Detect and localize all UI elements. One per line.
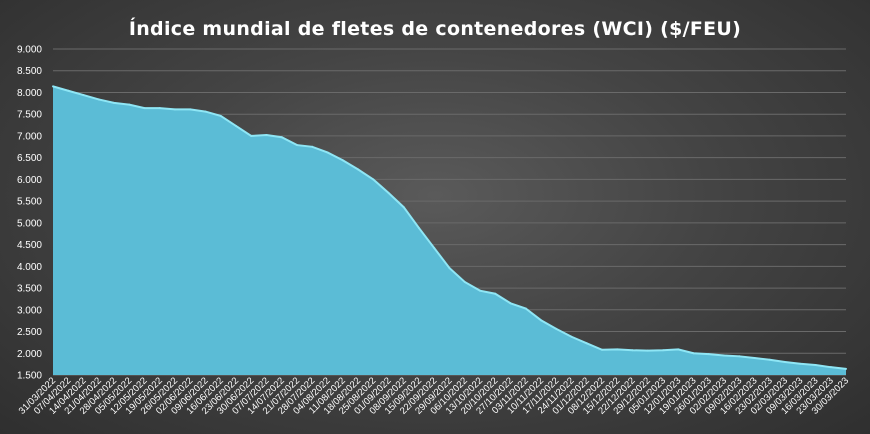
- y-tick-label: 3.500: [17, 284, 42, 295]
- data-point: [387, 191, 390, 194]
- data-point: [540, 319, 542, 322]
- data-point: [448, 267, 451, 270]
- y-tick-label: 6.000: [17, 175, 42, 186]
- data-point: [829, 366, 832, 369]
- data-point: [189, 108, 192, 111]
- y-tick-label: 4.000: [17, 262, 42, 273]
- y-tick-label: 2.000: [17, 349, 42, 360]
- data-point: [509, 302, 512, 305]
- area-layer: [52, 85, 847, 375]
- y-tick-label: 7.000: [17, 131, 42, 142]
- data-point: [616, 348, 619, 351]
- data-point: [296, 144, 298, 147]
- data-point: [418, 227, 420, 230]
- y-tick-label: 6.500: [17, 153, 42, 164]
- data-point: [677, 348, 680, 351]
- data-point: [204, 110, 207, 113]
- chart-title: Índice mundial de fletes de contenedores…: [128, 18, 742, 40]
- data-point: [662, 349, 664, 352]
- data-point: [494, 292, 497, 295]
- data-point: [250, 134, 253, 137]
- data-point: [585, 342, 588, 345]
- y-tick-label: 9.000: [17, 45, 42, 56]
- data-point: [646, 349, 649, 352]
- y-axis-ticks: 1.500 2.000 2.500 3.000 3.500 4.000 4.500 5.000…: [17, 45, 42, 382]
- data-point: [570, 335, 573, 338]
- y-tick-label: 1.500: [17, 371, 42, 382]
- data-point: [784, 360, 786, 363]
- data-point: [845, 367, 847, 370]
- y-tick-label: 2.500: [17, 327, 42, 338]
- data-point: [52, 85, 54, 88]
- y-tick-label: 7.500: [17, 110, 42, 121]
- data-point: [311, 145, 314, 148]
- data-point: [601, 348, 603, 351]
- data-point: [402, 206, 405, 209]
- data-point: [372, 178, 375, 181]
- y-tick-label: 5.000: [17, 218, 42, 229]
- data-point: [723, 354, 725, 357]
- data-point: [82, 94, 85, 97]
- y-tick-label: 3.000: [17, 305, 42, 316]
- y-tick-label: 8.500: [17, 66, 42, 77]
- data-point: [799, 362, 802, 365]
- data-point: [113, 101, 115, 104]
- data-point: [280, 136, 283, 139]
- data-point: [631, 349, 634, 352]
- data-point: [357, 168, 359, 171]
- y-tick-label: 4.500: [17, 240, 42, 251]
- data-point: [219, 114, 222, 117]
- data-point: [128, 103, 131, 106]
- data-point: [555, 327, 558, 330]
- data-point: [326, 151, 329, 154]
- data-point: [143, 107, 146, 110]
- data-point: [524, 307, 527, 310]
- x-axis-ticks: 31/03/202207/04/202214/04/202221/04/2022…: [17, 375, 851, 416]
- data-point: [768, 358, 771, 361]
- y-tick-label: 5.500: [17, 197, 42, 208]
- data-point: [235, 124, 237, 127]
- data-point: [265, 134, 268, 137]
- y-tick-label: 8.000: [17, 88, 42, 99]
- data-point: [479, 289, 481, 292]
- data-point: [97, 98, 100, 101]
- data-point: [814, 364, 817, 366]
- data-point: [707, 353, 710, 356]
- data-point: [174, 108, 176, 111]
- data-point: [753, 357, 756, 360]
- area-series: [53, 86, 846, 375]
- data-point: [692, 352, 695, 355]
- data-point: [67, 89, 70, 92]
- data-point: [158, 107, 161, 110]
- data-point: [463, 280, 466, 283]
- data-point: [341, 159, 344, 162]
- data-point: [433, 247, 436, 250]
- data-point: [738, 355, 741, 358]
